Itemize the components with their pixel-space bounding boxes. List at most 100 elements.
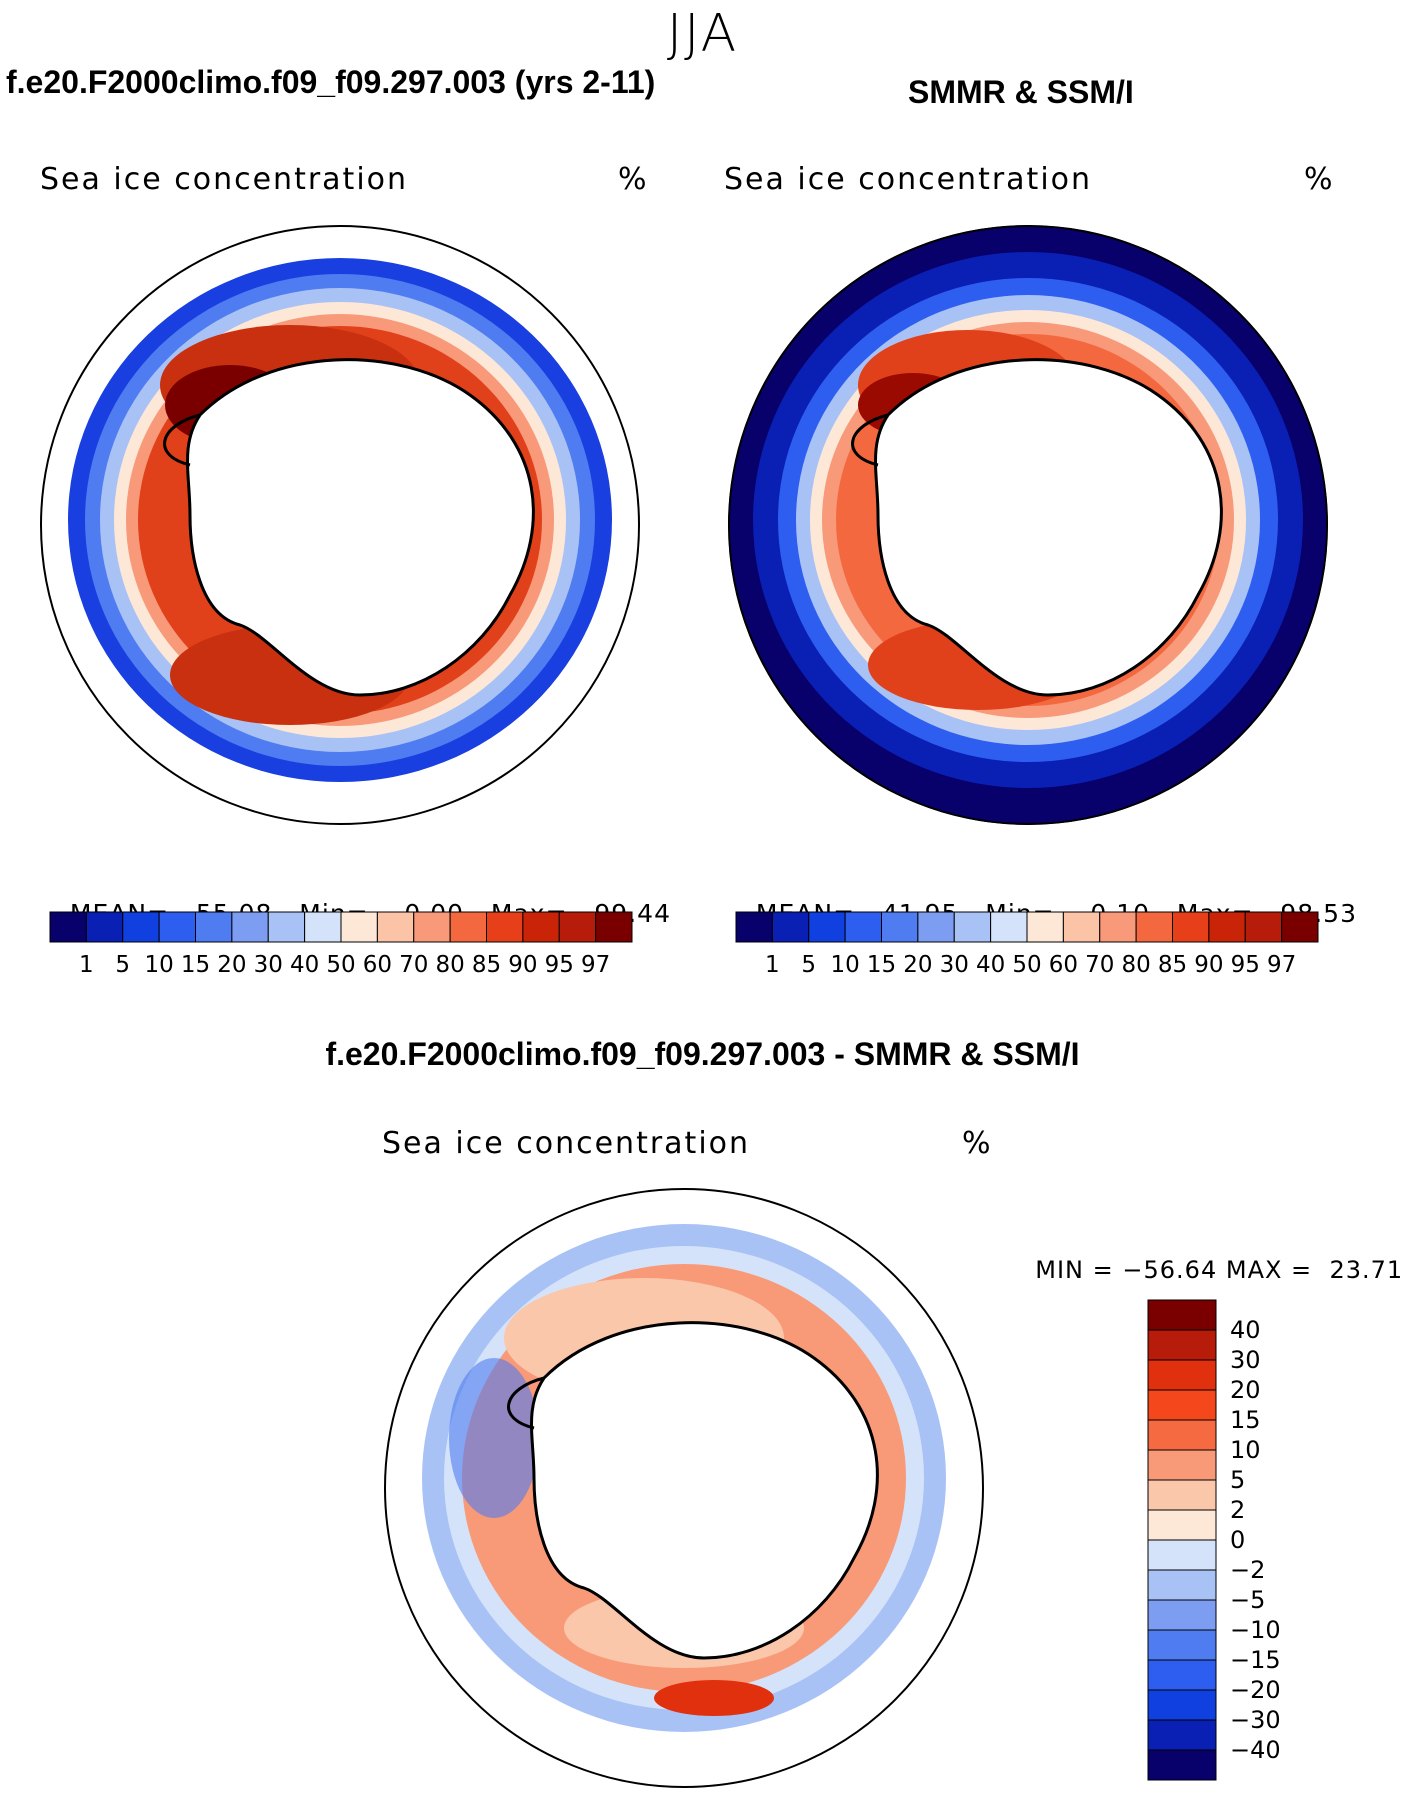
colorbar-tick-label: 40 — [1230, 1316, 1261, 1344]
colorbar-swatch — [735, 911, 773, 943]
season-title: JJA — [666, 4, 739, 64]
diff-stats: MIN = −56.64 MAX = 23.71 — [1018, 1228, 1403, 1284]
colorbar-swatch — [122, 911, 160, 943]
diff-map — [384, 1188, 984, 1788]
colorbar-tick-label: −15 — [1230, 1646, 1281, 1674]
model-panel-title: f.e20.F2000climo.f09_f09.297.003 (yrs 2-… — [6, 64, 656, 100]
colorbar-swatch — [808, 911, 846, 943]
obs-panel-title: SMMR & SSM/I — [908, 74, 1134, 110]
colorbar-swatch — [1147, 1359, 1217, 1391]
colorbar-swatch — [881, 911, 919, 943]
colorbar-swatch — [1147, 1599, 1217, 1631]
colorbar-tick-label: 5 — [801, 952, 817, 978]
colorbar-tick-label: 85 — [471, 952, 502, 978]
colorbar-tick-label: 80 — [435, 952, 465, 978]
colorbar-tick-label: 15 — [1230, 1406, 1261, 1434]
colorbar-swatch — [522, 911, 560, 943]
colorbar-swatch — [1281, 911, 1319, 943]
colorbar-tick-label: 30 — [253, 952, 283, 978]
colorbar-tick-label: −5 — [1230, 1586, 1266, 1614]
colorbar-tick-label: 5 — [115, 952, 131, 978]
colorbar-tick-label: 60 — [1048, 952, 1079, 978]
colorbar-tick-label: 10 — [1230, 1436, 1261, 1464]
antarctic-peninsula — [507, 1376, 545, 1430]
colorbar-swatch — [49, 911, 87, 943]
colorbar-swatch — [85, 911, 124, 943]
colorbar-swatch — [304, 911, 342, 943]
obs-colorbar-ticks: 1 5 10 15 20 30 40 50 60 70 80 85 90 95 97 — [736, 952, 1318, 982]
colorbar-tick-label: 95 — [544, 952, 574, 978]
colorbar-tick-label: −10 — [1230, 1616, 1281, 1644]
colorbar-swatch — [1147, 1689, 1217, 1721]
colorbar-tick-label: 2 — [1230, 1496, 1246, 1524]
colorbar-tick-label: −40 — [1230, 1736, 1281, 1764]
colorbar-swatch — [376, 911, 415, 943]
colorbar-swatch — [1147, 1509, 1217, 1541]
colorbar-swatch — [1147, 1299, 1217, 1331]
colorbar-tick-label: −30 — [1230, 1706, 1281, 1734]
diff-max-value: 23.71 — [1329, 1256, 1404, 1284]
obs-colorbar — [735, 911, 1319, 943]
diff-unit-label: % — [962, 1126, 991, 1161]
colorbar-tick-label: 80 — [1121, 952, 1151, 978]
colorbar-tick-label: −20 — [1230, 1676, 1281, 1704]
diff-field-label: Sea ice concentration — [382, 1126, 751, 1161]
colorbar-tick-label: 10 — [830, 952, 860, 978]
obs-map — [728, 225, 1328, 825]
colorbar-swatch — [1147, 1449, 1217, 1481]
diff-panel-title: f.e20.F2000climo.f09_f09.297.003 - SMMR … — [325, 1036, 1080, 1072]
colorbar-swatch — [486, 911, 524, 943]
model-colorbar-ticks: 1 5 10 15 20 30 40 50 60 70 80 85 90 95 97 — [50, 952, 632, 982]
obs-unit-label: % — [1304, 162, 1333, 197]
colorbar-tick-label: 30 — [939, 952, 969, 978]
max-bias-spot — [654, 1680, 774, 1716]
colorbar-swatch — [1147, 1419, 1217, 1451]
colorbar-swatch — [413, 911, 451, 943]
colorbar-tick-label: 0 — [1230, 1526, 1246, 1554]
model-colorbar — [49, 911, 633, 943]
colorbar-tick-label: 70 — [1085, 952, 1115, 978]
diff-colorbar — [1147, 1299, 1217, 1781]
colorbar-tick-label: 15 — [866, 952, 897, 978]
diff-colorbar-ticks: 40 30 20 15 10 5 2 0 −2 −5 −10 −15 −20 −30 −40 — [1230, 1300, 1350, 1780]
colorbar-swatch — [1147, 1569, 1217, 1601]
colorbar-tick-label: 40 — [975, 952, 1006, 978]
colorbar-swatch — [1208, 911, 1246, 943]
model-map — [40, 225, 640, 825]
colorbar-swatch — [1172, 911, 1210, 943]
colorbar-tick-label: 97 — [1266, 952, 1297, 978]
antarctica — [186, 358, 535, 697]
colorbar-swatch — [1244, 911, 1283, 943]
colorbar-swatch — [558, 911, 597, 943]
colorbar-tick-label: 1 — [765, 952, 780, 978]
colorbar-swatch — [449, 911, 487, 943]
colorbar-tick-label: 97 — [580, 952, 611, 978]
colorbar-swatch — [990, 911, 1028, 943]
colorbar-tick-label: 70 — [399, 952, 429, 978]
model-unit-label: % — [618, 162, 647, 197]
colorbar-swatch — [1147, 1659, 1217, 1691]
colorbar-swatch — [1135, 911, 1173, 943]
antarctica — [530, 1321, 879, 1660]
colorbar-swatch — [953, 911, 992, 943]
colorbar-tick-label: 85 — [1157, 952, 1188, 978]
antarctic-peninsula — [851, 413, 889, 467]
colorbar-swatch — [1147, 1539, 1217, 1571]
antarctic-peninsula — [163, 413, 201, 467]
model-field-label: Sea ice concentration — [40, 162, 409, 197]
colorbar-swatch — [1147, 1329, 1217, 1361]
colorbar-swatch — [1147, 1629, 1217, 1661]
colorbar-swatch — [1147, 1389, 1217, 1421]
colorbar-tick-label: 20 — [1230, 1376, 1261, 1404]
colorbar-tick-label: 90 — [508, 952, 538, 978]
colorbar-tick-label: 50 — [1012, 952, 1042, 978]
antarctica — [874, 358, 1223, 697]
colorbar-tick-label: 10 — [144, 952, 174, 978]
colorbar-swatch — [1147, 1479, 1217, 1511]
colorbar-tick-label: 60 — [362, 952, 393, 978]
colorbar-tick-label: 20 — [903, 952, 933, 978]
colorbar-swatch — [340, 911, 378, 943]
colorbar-swatch — [1147, 1719, 1217, 1751]
colorbar-swatch — [844, 911, 882, 943]
colorbar-swatch — [771, 911, 810, 943]
